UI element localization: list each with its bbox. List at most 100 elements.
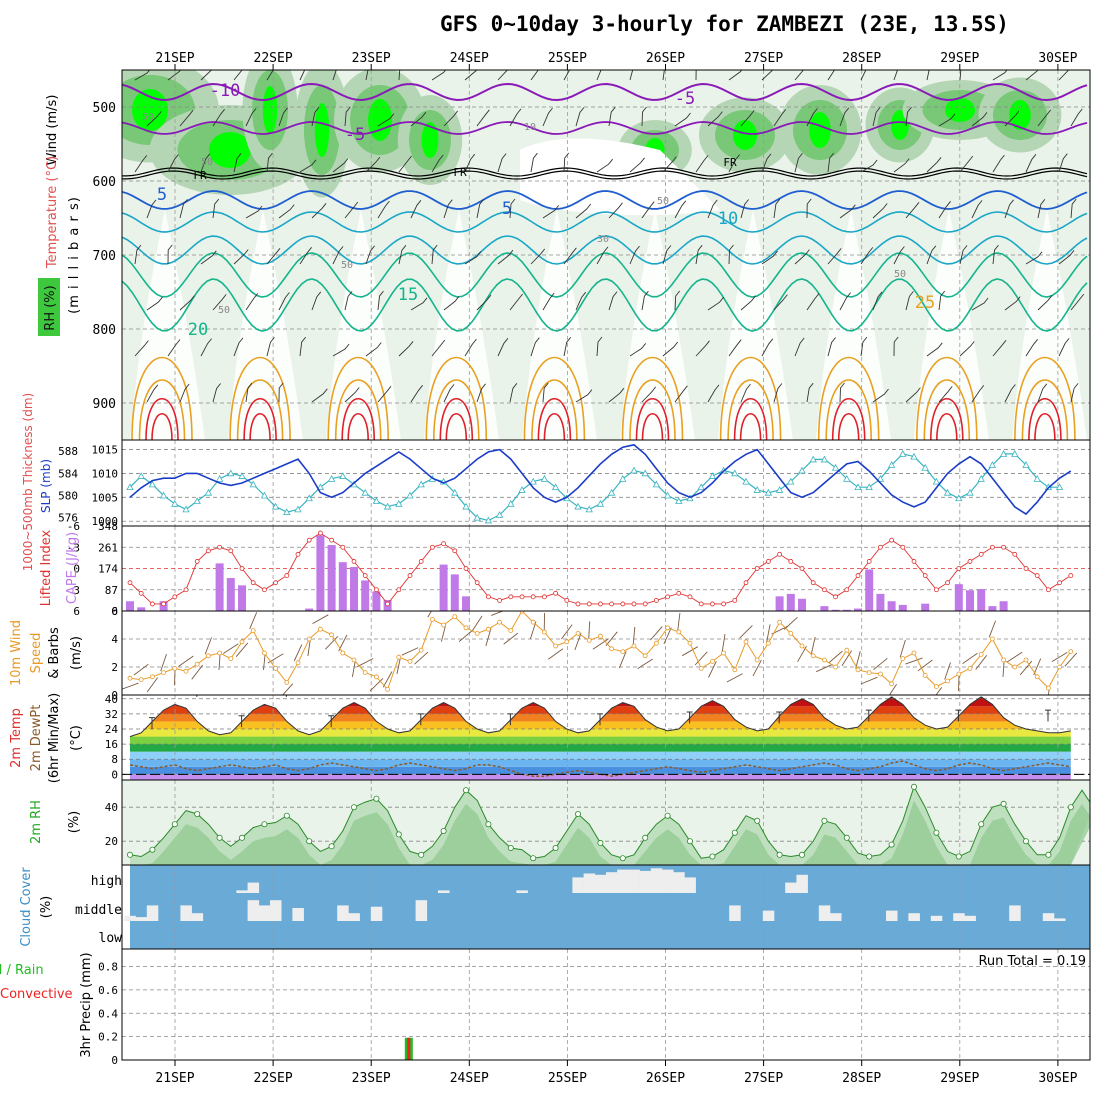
cape-tick: 87	[105, 584, 118, 597]
wind-barb	[872, 388, 889, 403]
thickness-tick: 580	[58, 489, 78, 502]
wind-speed-point	[228, 656, 234, 661]
cloud-gap	[729, 905, 741, 921]
date-label-top: 21SEP	[155, 51, 194, 66]
wind-barb	[431, 70, 447, 81]
isotherm-line	[122, 121, 1088, 135]
cape-bar	[450, 574, 459, 611]
warm-contour	[635, 397, 670, 440]
wind-barb	[204, 637, 213, 655]
precip-tick: 0.8	[98, 961, 118, 974]
cape-bar	[921, 603, 930, 611]
wind-speed-point	[788, 631, 794, 636]
date-label-top: 23SEP	[352, 51, 391, 66]
li-point	[945, 580, 950, 586]
warm-contour	[1028, 397, 1062, 440]
wind-barb	[992, 244, 999, 265]
thickness-point	[843, 475, 851, 482]
cape-bar	[439, 564, 448, 611]
warm-contour	[621, 356, 684, 440]
wind-barb	[662, 341, 679, 357]
thickness-point	[809, 455, 817, 463]
rh-legend-swatch	[38, 278, 60, 336]
wind-barb	[739, 625, 753, 639]
li-point	[407, 573, 413, 578]
warm-contour	[439, 397, 474, 440]
wind-barb	[245, 382, 253, 403]
cloud-gap	[146, 905, 159, 921]
wind-barb	[596, 336, 603, 357]
wind-speed-point	[799, 643, 805, 649]
cloud-gap	[594, 874, 607, 893]
wind-speed-point	[900, 656, 906, 661]
wind-barb	[1051, 652, 1068, 662]
isotherm-line	[122, 190, 1088, 210]
wind-barb	[311, 291, 322, 311]
wind-speed-point	[250, 628, 256, 633]
wind-speed-point	[385, 687, 391, 692]
dry-streak	[522, 210, 597, 440]
li-tick: -6	[67, 520, 80, 533]
wind-speed-point	[878, 671, 883, 677]
wind-barb	[839, 107, 850, 127]
rh-contour-label: 50	[201, 157, 213, 168]
cloud-gap	[124, 915, 136, 921]
thickness-point	[697, 483, 705, 491]
temp-bands	[130, 696, 1071, 780]
wind-barb	[1070, 383, 1079, 403]
wind-speed-point	[127, 675, 133, 681]
wind-speed-point	[934, 684, 939, 689]
temp-minmax-bar	[776, 711, 783, 724]
precip-convective-bar	[407, 1037, 411, 1060]
warm-contour	[641, 412, 664, 440]
precip-label-b: Convective	[0, 987, 73, 1002]
rh2m-label: 2m RH	[29, 800, 44, 844]
li-point	[418, 559, 424, 564]
wind-speed-point	[665, 625, 670, 631]
freezing-level-line	[122, 170, 1088, 180]
wind-barb	[266, 70, 274, 81]
li-point	[620, 601, 626, 607]
rh-point	[194, 811, 201, 818]
thickness-point	[619, 475, 627, 482]
li-point	[1012, 551, 1018, 557]
thickness-tick: 588	[58, 445, 78, 458]
wind-barb	[959, 155, 974, 173]
wind-speed-point	[575, 631, 581, 636]
wind-barb	[860, 676, 878, 685]
li-tick: -3	[67, 541, 80, 554]
wind-speed-point	[967, 666, 973, 671]
temp-minmax-bar	[1089, 711, 1090, 713]
rh-point	[776, 851, 783, 858]
wind-speed-point	[284, 680, 290, 685]
wind-barb	[356, 658, 374, 668]
wind-barb	[641, 106, 647, 127]
li-point	[1068, 573, 1074, 578]
wind-barb	[1092, 338, 1100, 356]
wind-barb	[344, 106, 351, 127]
wind-barb	[740, 110, 755, 127]
li-point	[149, 601, 155, 607]
wind-barb	[509, 108, 522, 127]
wind-speed-point	[620, 649, 626, 654]
wind-speed-point	[1034, 674, 1040, 680]
wind-barb	[806, 293, 820, 311]
wind-barb	[146, 677, 159, 693]
wind-barb	[530, 152, 538, 173]
wind-barb	[794, 337, 805, 357]
rh-tick: 40	[105, 801, 118, 814]
wind-barb	[839, 382, 845, 403]
slp-tick: 1000	[92, 515, 119, 528]
cloud-gap	[258, 905, 271, 921]
li-point	[654, 597, 659, 603]
cape-bar	[865, 569, 874, 611]
thickness-point	[932, 477, 941, 485]
li-point	[777, 551, 782, 557]
profile-wind-label: Wind (m/s)	[45, 95, 60, 166]
wind-speed-point	[261, 650, 267, 656]
wind-barb	[905, 291, 914, 311]
thickness-point	[204, 488, 213, 496]
profile-temp-label: Temperature (°C)	[45, 156, 60, 269]
warm-contour	[817, 356, 880, 440]
dry-streak	[816, 210, 891, 440]
